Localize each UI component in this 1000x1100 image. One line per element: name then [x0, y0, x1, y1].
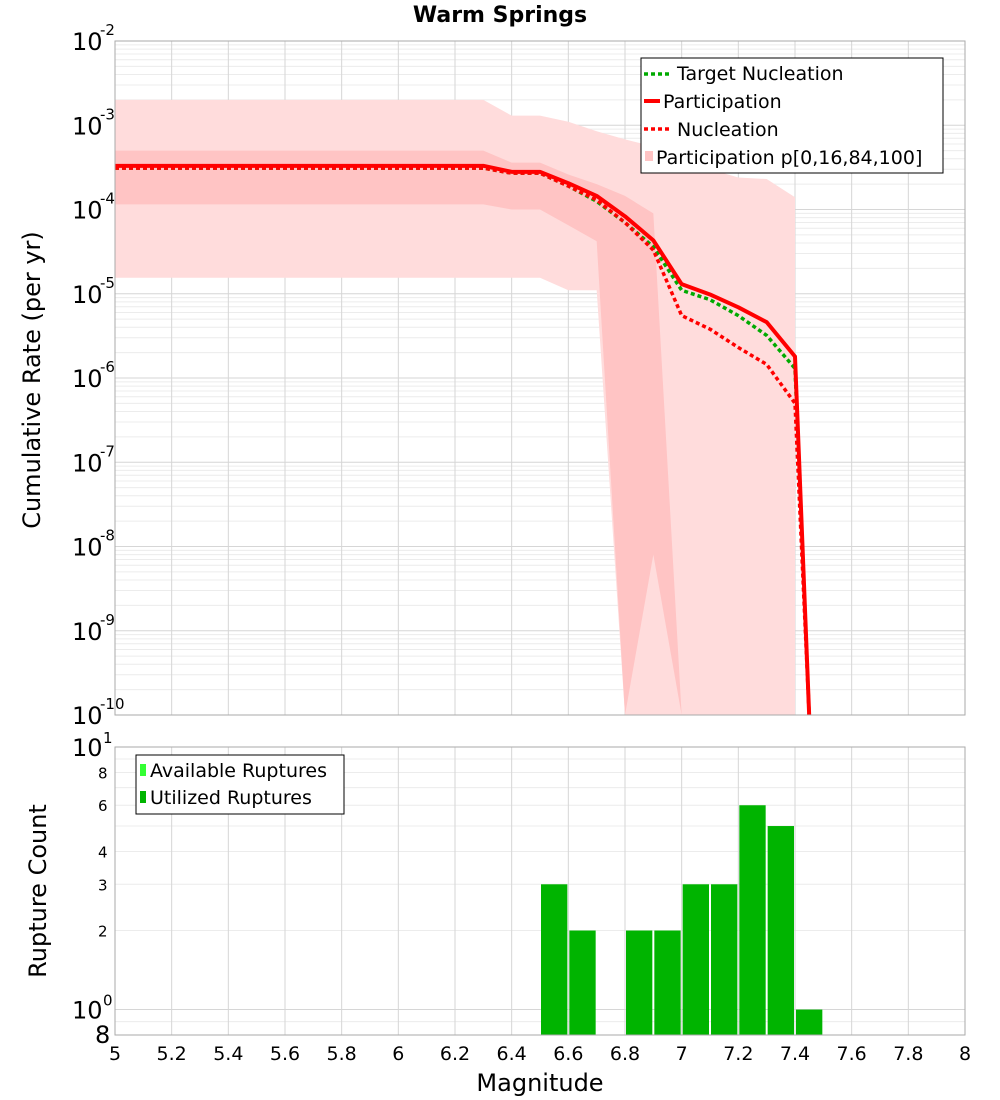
- bottom-y-tick-label: 10: [72, 734, 103, 762]
- bottom-legend: Available Ruptures Utilized Ruptures: [135, 754, 345, 815]
- y-tick-exponent: -7: [100, 442, 115, 460]
- x-tick-label: 5.6: [270, 1043, 300, 1065]
- x-tick-label: 6: [392, 1043, 404, 1065]
- top-panel: 10-210-310-410-510-610-710-810-910-10 Cu…: [18, 21, 966, 730]
- x-tick-label: 7: [676, 1043, 688, 1065]
- top-legend-box: [640, 57, 944, 174]
- bottom-y-tick-label: 10: [72, 997, 103, 1025]
- legend-swatch-available: [140, 764, 146, 776]
- x-tick-label: 6.6: [553, 1043, 583, 1065]
- bottom-frame: [114, 746, 966, 1036]
- y-tick-exponent: -10: [100, 695, 125, 713]
- top-bands: [115, 99, 795, 716]
- bar-utilized-6-55: [541, 884, 568, 1035]
- y-tick-label: 10: [72, 618, 103, 646]
- bar-utilized-7-15: [711, 884, 738, 1035]
- bar-utilized-7-35: [767, 826, 794, 1035]
- legend-label-participation: Participation: [663, 91, 782, 113]
- series-line-participation: [115, 163, 812, 716]
- top-lines: [115, 163, 812, 716]
- bottom-legend-box: [135, 754, 345, 815]
- series-line-nucleation: [115, 166, 811, 716]
- x-tick-label: 6.8: [610, 1043, 640, 1065]
- legend-label-utilized: Utilized Ruptures: [150, 787, 312, 809]
- legend-swatch-participation-band: [645, 151, 653, 161]
- x-tick-label: 7.8: [893, 1043, 923, 1065]
- y-tick-exponent: -9: [100, 611, 115, 629]
- x-tick-label: 7.6: [837, 1043, 867, 1065]
- bottom-y-tick-exponent: 1: [103, 729, 113, 747]
- y-tick-label: 10: [72, 281, 103, 309]
- bottom-y-minor-label: 8: [95, 1021, 110, 1049]
- y-tick-label: 10: [72, 702, 103, 730]
- bottom-y-minor-label: 6: [98, 797, 108, 815]
- bottom-bars: [541, 805, 823, 1035]
- legend-swatch-utilized: [140, 791, 146, 803]
- x-tick-label: 5.2: [157, 1043, 187, 1065]
- y-tick-exponent: -8: [100, 527, 115, 545]
- y-tick-label: 10: [72, 449, 103, 477]
- x-axis-label: Magnitude: [476, 1069, 603, 1097]
- x-tick-label: 8: [959, 1043, 971, 1065]
- x-tick-label: 6.2: [440, 1043, 470, 1065]
- x-tick-label: 5: [109, 1043, 121, 1065]
- bar-utilized-6-65: [569, 930, 596, 1035]
- bar-utilized-6-95: [654, 930, 681, 1035]
- bottom-xticks: 5 5.2 5.4 5.6 5.8 6 6.2 6.4 6.6 6.8 7 7.2 7.4 7.6 7.8 8: [109, 1043, 971, 1065]
- bottom-y-minor-label: 2: [98, 923, 108, 941]
- x-tick-label: 6.4: [497, 1043, 527, 1065]
- legend-label-nucleation: Nucleation: [677, 119, 779, 141]
- top-legend: Target Nucleation Participation Nucleati…: [640, 57, 944, 174]
- y-tick-label: 10: [72, 28, 103, 56]
- top-frame: [114, 40, 966, 716]
- x-tick-label: 5.8: [327, 1043, 357, 1065]
- x-tick-label: 7.2: [723, 1043, 753, 1065]
- top-ylabel: Cumulative Rate (per yr): [18, 231, 46, 529]
- bar-utilized-7-05: [682, 884, 709, 1035]
- bottom-y-minor-label: 4: [98, 843, 108, 861]
- y-tick-label: 10: [72, 365, 103, 393]
- legend-label-target-nucleation: Target Nucleation: [676, 63, 844, 85]
- x-tick-label: 7.4: [780, 1043, 810, 1065]
- bottom-y-tick-exponent: 0: [103, 992, 113, 1010]
- y-tick-exponent: -6: [100, 358, 115, 376]
- band-participation-p-16-84-: [115, 150, 682, 716]
- y-tick-label: 10: [72, 197, 103, 225]
- bottom-y-minor-label: 3: [98, 876, 108, 894]
- y-tick-exponent: -4: [100, 190, 115, 208]
- bar-utilized-7-25: [739, 805, 766, 1035]
- x-tick-label: 5.4: [213, 1043, 243, 1065]
- bottom-ylabel: Rupture Count: [24, 804, 52, 978]
- top-yticks: 10-210-310-410-510-610-710-810-910-10: [72, 21, 125, 730]
- bottom-y-minor-label: 8: [98, 764, 108, 782]
- y-tick-label: 10: [72, 534, 103, 562]
- legend-label-available: Available Ruptures: [150, 760, 327, 782]
- y-tick-label: 10: [72, 112, 103, 140]
- y-tick-exponent: -3: [100, 105, 115, 123]
- y-tick-exponent: -5: [100, 274, 115, 292]
- legend-label-participation-band: Participation p[0,16,84,100]: [656, 147, 922, 169]
- chart-title: Warm Springs: [413, 3, 587, 28]
- bar-utilized-6-85: [626, 930, 653, 1035]
- y-tick-exponent: -2: [100, 21, 115, 39]
- bar-utilized-7-45: [796, 1009, 823, 1035]
